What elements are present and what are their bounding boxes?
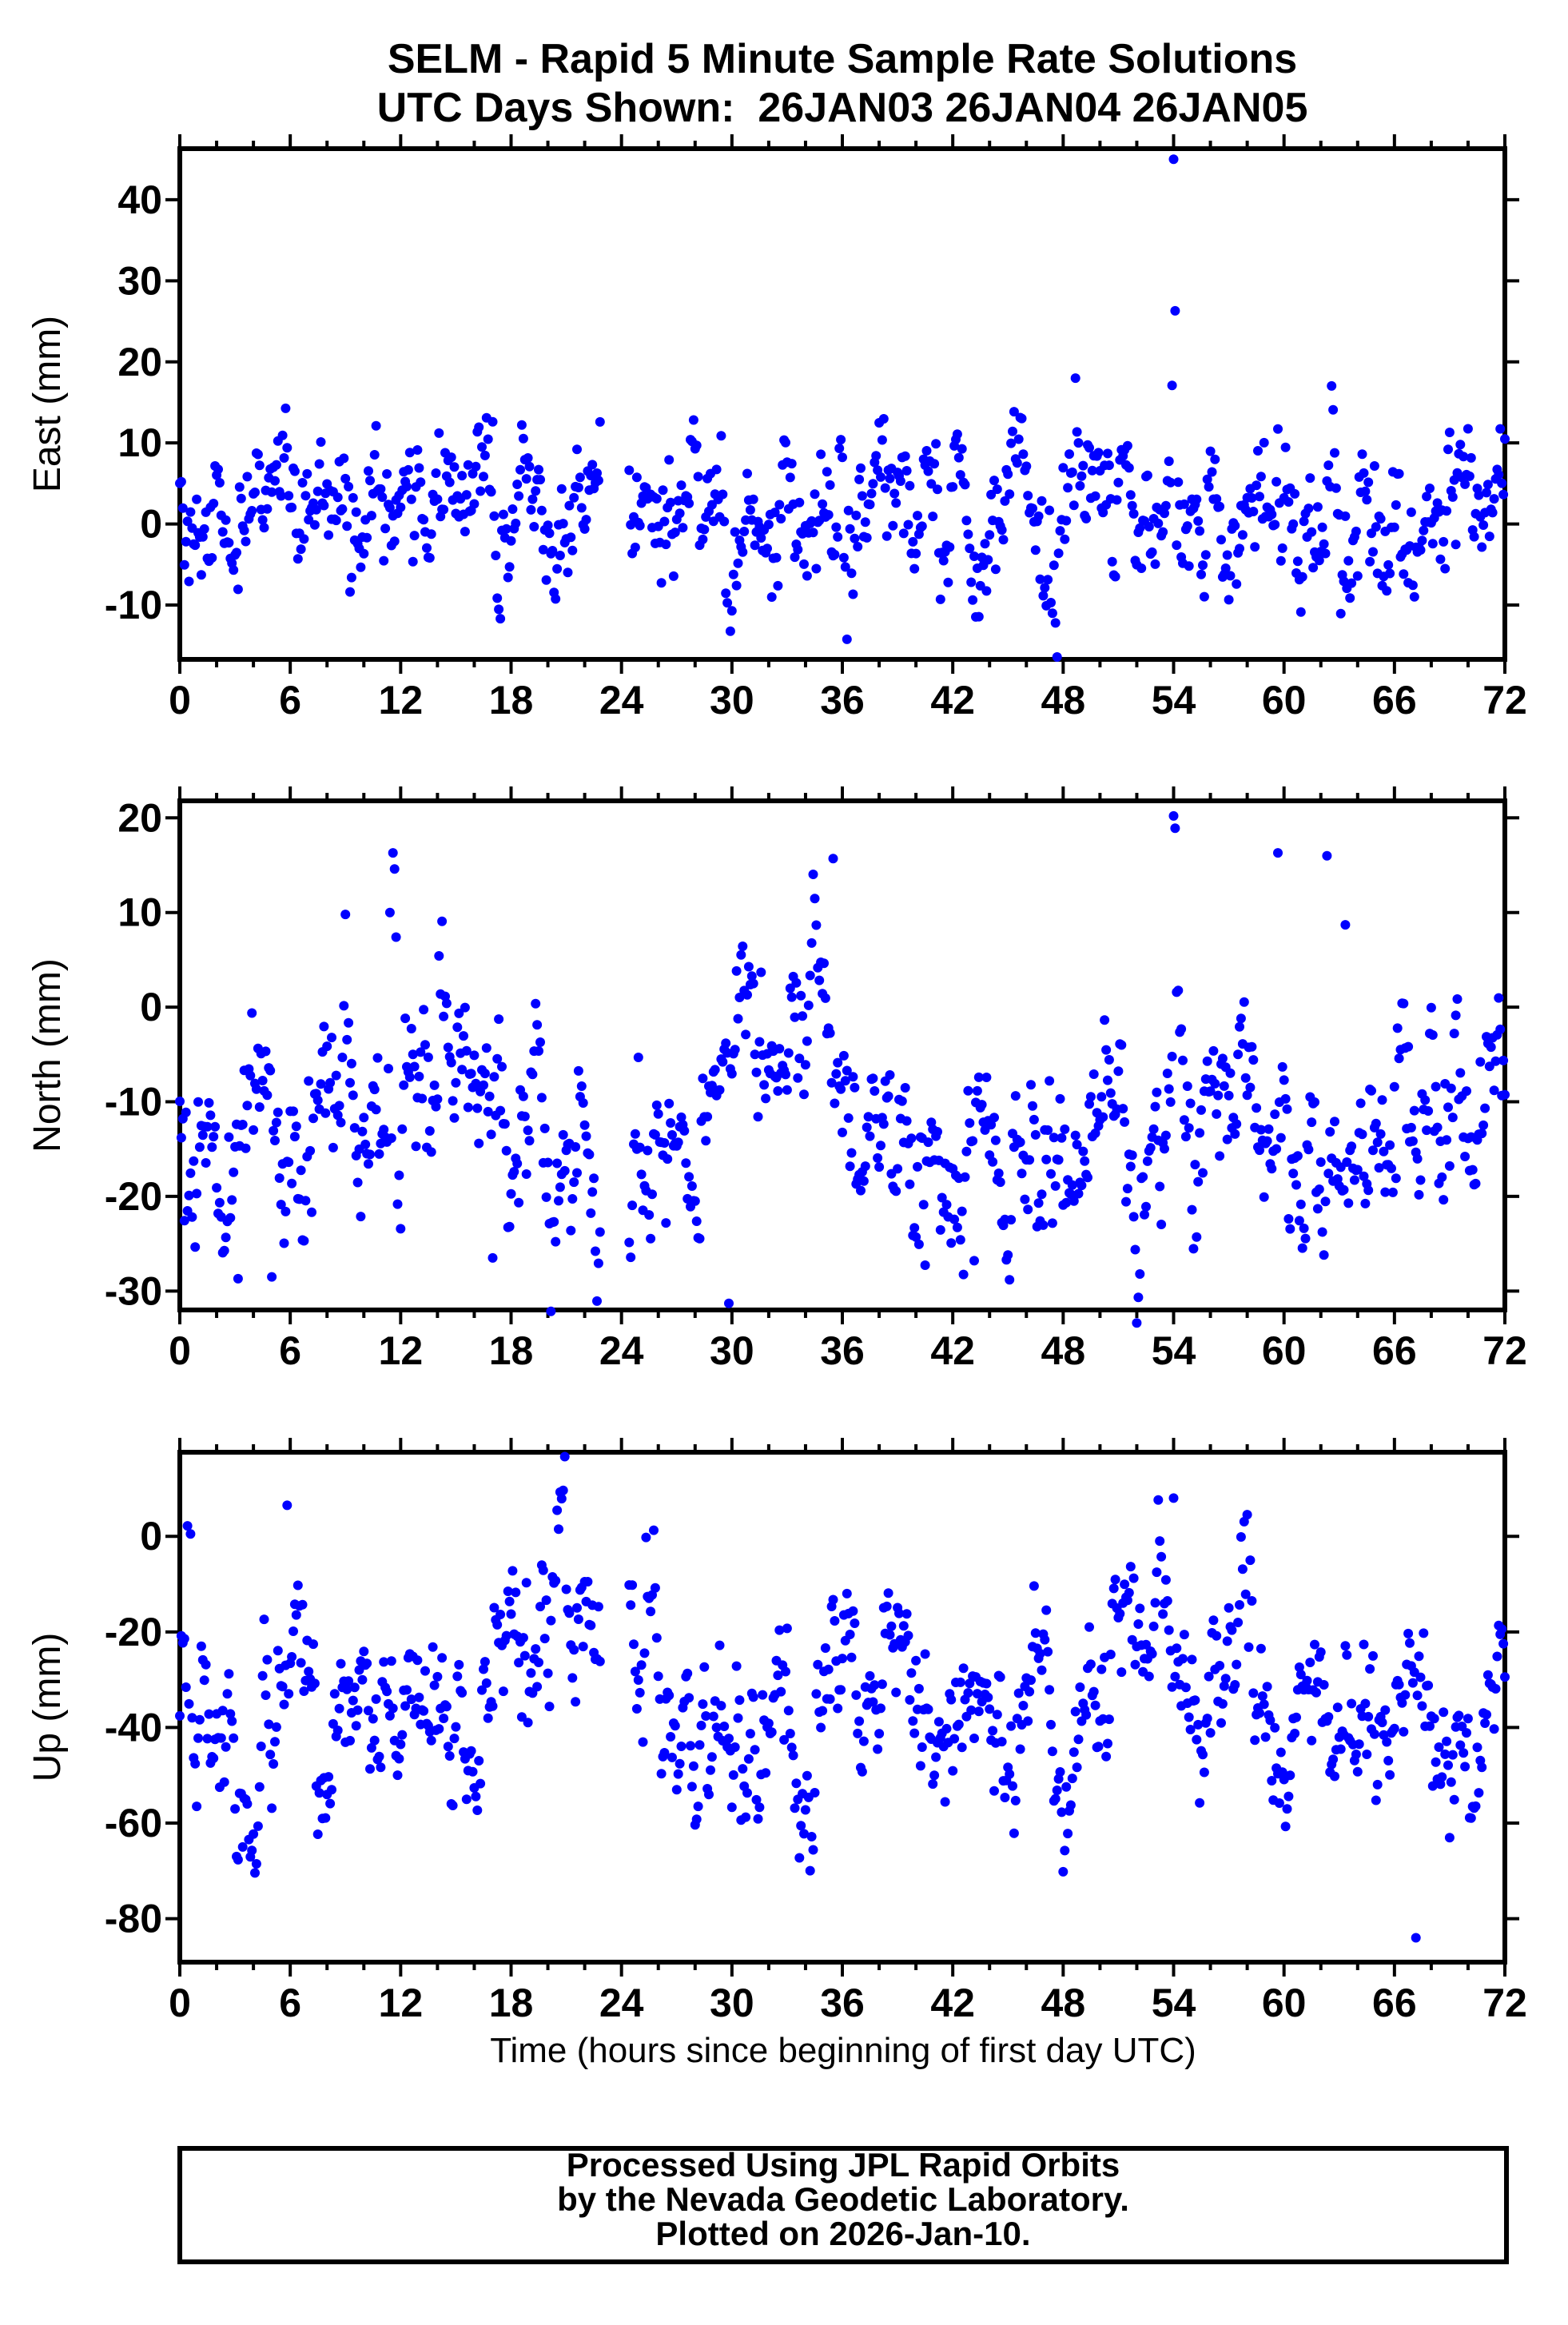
svg-text:0: 0 [169, 678, 191, 723]
svg-text:30: 30 [710, 1981, 754, 2025]
svg-text:42: 42 [930, 1328, 975, 1373]
svg-text:30: 30 [710, 678, 754, 723]
svg-text:North (mm): North (mm) [26, 958, 69, 1153]
svg-text:-40: -40 [105, 1705, 162, 1750]
svg-text:Processed Using JPL Rapid Orbi: Processed Using JPL Rapid Orbits [567, 2146, 1120, 2184]
svg-text:0: 0 [140, 502, 162, 547]
svg-text:East (mm): East (mm) [26, 316, 69, 492]
svg-text:18: 18 [489, 1328, 534, 1373]
svg-text:6: 6 [279, 1981, 301, 2025]
svg-text:54: 54 [1152, 678, 1196, 723]
svg-text:66: 66 [1372, 678, 1417, 723]
svg-text:18: 18 [489, 678, 534, 723]
svg-text:54: 54 [1152, 1981, 1196, 2025]
svg-text:18: 18 [489, 1981, 534, 2025]
svg-text:12: 12 [379, 1328, 424, 1373]
svg-text:10: 10 [117, 420, 162, 465]
svg-text:54: 54 [1152, 1328, 1196, 1373]
svg-text:30: 30 [117, 258, 162, 303]
svg-text:60: 60 [1262, 1328, 1307, 1373]
svg-text:Plotted on 2026-Jan-10.: Plotted on 2026-Jan-10. [655, 2215, 1030, 2252]
svg-text:36: 36 [820, 1328, 865, 1373]
svg-text:10: 10 [117, 890, 162, 935]
svg-text:60: 60 [1262, 678, 1307, 723]
svg-text:36: 36 [820, 1981, 865, 2025]
svg-text:20: 20 [117, 340, 162, 384]
svg-text:24: 24 [599, 678, 644, 723]
svg-text:48: 48 [1041, 1981, 1086, 2025]
svg-text:0: 0 [140, 1514, 162, 1559]
svg-text:-20: -20 [105, 1174, 162, 1219]
svg-text:72: 72 [1482, 1328, 1527, 1373]
svg-text:42: 42 [930, 1981, 975, 2025]
svg-text:0: 0 [169, 1981, 191, 2025]
svg-text:-10: -10 [105, 583, 162, 627]
svg-text:-80: -80 [105, 1897, 162, 1941]
svg-text:12: 12 [379, 678, 424, 723]
svg-text:42: 42 [930, 678, 975, 723]
svg-text:-60: -60 [105, 1801, 162, 1845]
svg-text:48: 48 [1041, 678, 1086, 723]
svg-text:6: 6 [279, 678, 301, 723]
svg-text:20: 20 [117, 795, 162, 840]
svg-text:-10: -10 [105, 1080, 162, 1125]
svg-text:40: 40 [117, 177, 162, 222]
svg-text:72: 72 [1482, 1981, 1527, 2025]
svg-text:SELM - Rapid 5 Minute Sample R: SELM - Rapid 5 Minute Sample Rate Soluti… [388, 36, 1297, 82]
svg-text:6: 6 [279, 1328, 301, 1373]
svg-text:0: 0 [169, 1328, 191, 1373]
svg-text:0: 0 [140, 985, 162, 1029]
svg-text:72: 72 [1482, 678, 1527, 723]
svg-text:Time (hours since beginning of: Time (hours since beginning of first day… [490, 2031, 1196, 2070]
svg-text:30: 30 [710, 1328, 754, 1373]
svg-text:24: 24 [599, 1981, 644, 2025]
svg-text:60: 60 [1262, 1981, 1307, 2025]
svg-text:66: 66 [1372, 1328, 1417, 1373]
svg-text:48: 48 [1041, 1328, 1086, 1373]
svg-text:-30: -30 [105, 1268, 162, 1313]
svg-text:Up (mm): Up (mm) [26, 1633, 69, 1782]
svg-text:36: 36 [820, 678, 865, 723]
svg-text:24: 24 [599, 1328, 644, 1373]
svg-text:66: 66 [1372, 1981, 1417, 2025]
svg-text:12: 12 [379, 1981, 424, 2025]
svg-text:-20: -20 [105, 1610, 162, 1654]
svg-text:UTC Days Shown: 26JAN03 26JAN: UTC Days Shown: 26JAN03 26JAN04 26JAN05 [377, 85, 1308, 131]
svg-text:by the Nevada Geodetic Laborat: by the Nevada Geodetic Laboratory. [557, 2180, 1129, 2218]
